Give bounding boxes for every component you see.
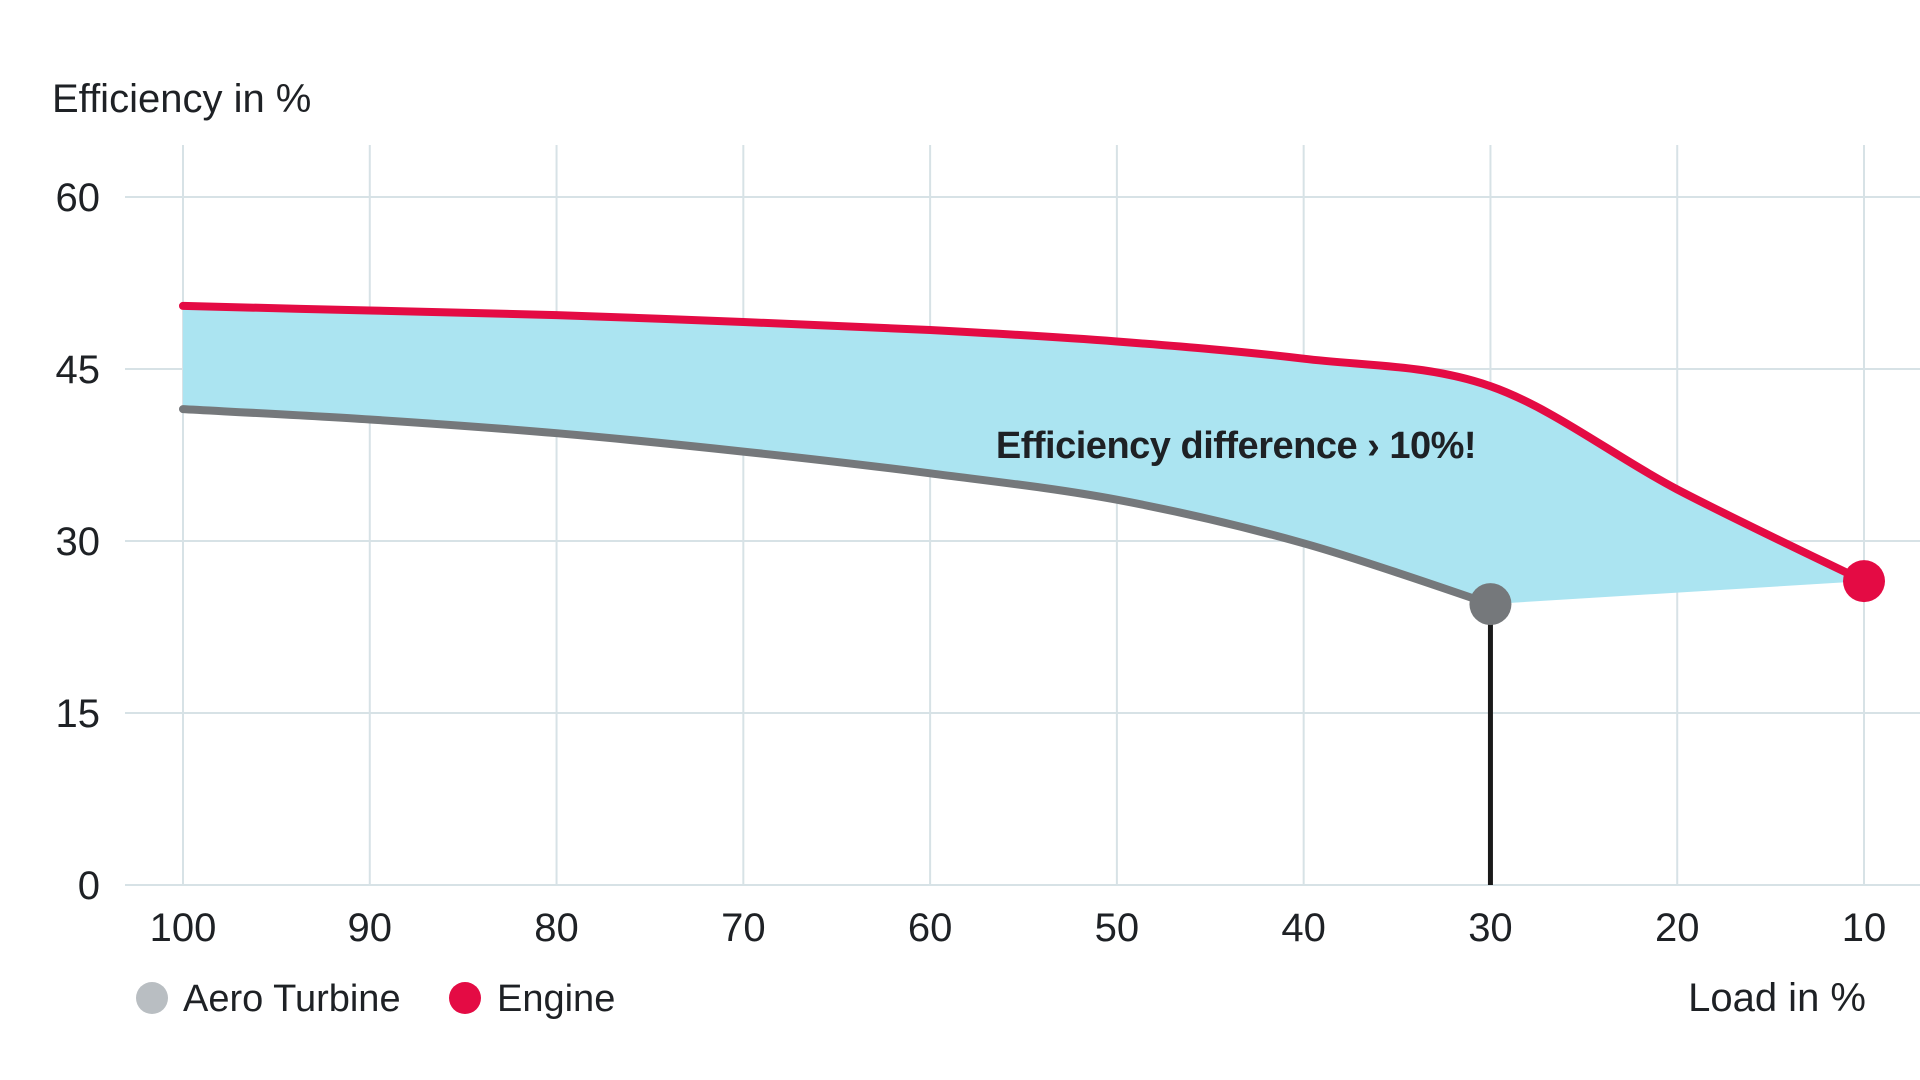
y-tick-label-0: 0 [78, 864, 100, 908]
end-marker-engine [1843, 560, 1885, 603]
legend-label-engine: Engine [497, 978, 615, 1020]
series-line-aero-turbine [179, 405, 1495, 609]
y-tick-label-15: 15 [56, 692, 101, 736]
y-tick-label-45: 45 [56, 348, 101, 392]
legend-marker-aero-turbine [136, 982, 168, 1014]
x-axis-tick-labels: 100 90 80 70 60 50 40 30 20 10 [150, 906, 1887, 950]
series-line-engine [179, 301, 1868, 586]
x-tick-label-80: 80 [534, 906, 579, 950]
x-axis-title: Load in % [1688, 976, 1866, 1020]
legend-marker-engine [449, 982, 481, 1014]
x-tick-label-50: 50 [1095, 906, 1140, 950]
y-tick-label-30: 30 [56, 520, 101, 564]
end-marker-aero-turbine [1469, 583, 1512, 626]
fill-between-area [183, 305, 1864, 605]
plot-series [179, 301, 1885, 885]
legend-label-aero-turbine: Aero Turbine [183, 978, 401, 1020]
x-tick-label-30: 30 [1468, 906, 1513, 950]
legend: Aero Turbine Engine [136, 978, 615, 1020]
x-tick-label-70: 70 [721, 906, 766, 950]
y-axis-tick-labels: 0 15 30 45 60 [56, 176, 101, 908]
y-axis-title: Efficiency in % [52, 77, 311, 121]
x-tick-label-100: 100 [150, 906, 217, 950]
y-tick-label-60: 60 [56, 176, 101, 220]
annotation-text: Efficiency difference › 10%! [996, 425, 1476, 467]
x-tick-label-20: 20 [1655, 906, 1700, 950]
x-tick-label-90: 90 [348, 906, 393, 950]
x-tick-label-10: 10 [1842, 906, 1887, 950]
x-tick-label-60: 60 [908, 906, 953, 950]
x-tick-label-40: 40 [1281, 906, 1326, 950]
